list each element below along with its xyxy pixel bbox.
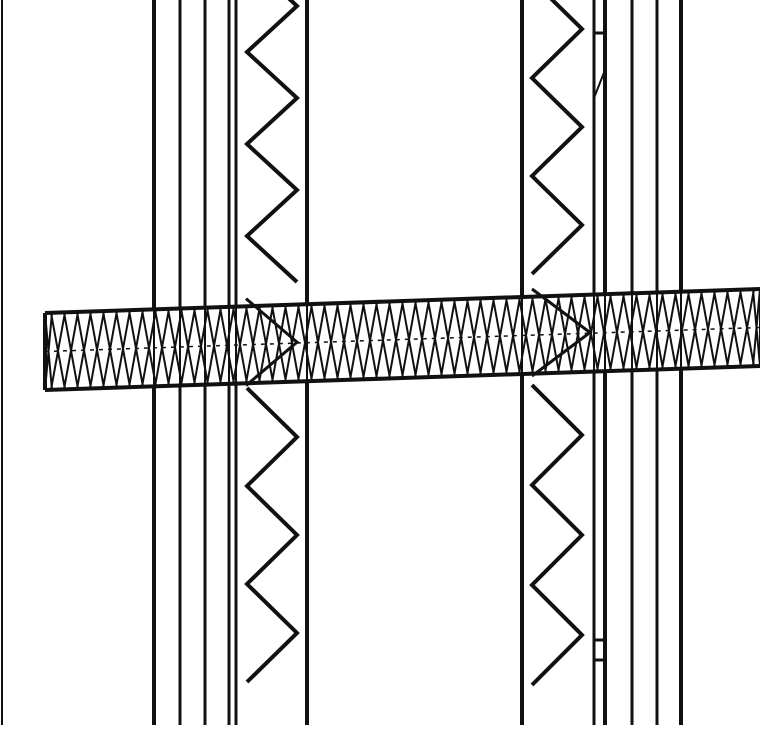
beam-chevron (245, 297, 300, 387)
hatch-line (180, 307, 196, 386)
hatched-beam (43, 287, 760, 392)
zigzag-line (529, 0, 585, 276)
hatch-line (89, 310, 105, 389)
beam-chevron (531, 287, 593, 378)
insulation-zigzag-left-upper (244, 0, 300, 284)
insulation-zigzag-left-lower (244, 386, 300, 684)
hatch-line (63, 311, 79, 390)
hatch-line (414, 299, 430, 378)
hatch-line (700, 290, 716, 369)
hatch-line (323, 302, 339, 381)
zigzag-line (244, 386, 300, 684)
hatch-line (726, 289, 742, 368)
hatch-line (557, 295, 573, 373)
hatch-line (375, 301, 391, 380)
insulation-zigzag-right-upper (529, 0, 585, 276)
hatch-line (609, 293, 625, 372)
hatch-line (440, 299, 456, 377)
zigzag-line (529, 383, 585, 687)
beam-top-edge (44, 287, 760, 315)
beam-bottom-edge (44, 364, 760, 392)
zigzag-line (244, 0, 300, 284)
hatch-line (531, 296, 547, 374)
hatch-line (401, 300, 417, 379)
tick-mark (593, 69, 606, 99)
hatch-line (115, 309, 131, 388)
hatch-line (466, 298, 482, 377)
insulation-zigzag-right-lower (529, 383, 585, 687)
hatch-line (284, 304, 300, 383)
hatch-line (206, 306, 222, 385)
beam-centerline (44, 326, 760, 353)
hatch-line (50, 312, 66, 390)
hatch-line (297, 303, 313, 382)
hatch-line (492, 297, 508, 376)
hatch-line (635, 292, 651, 371)
hatch-line (349, 302, 365, 380)
